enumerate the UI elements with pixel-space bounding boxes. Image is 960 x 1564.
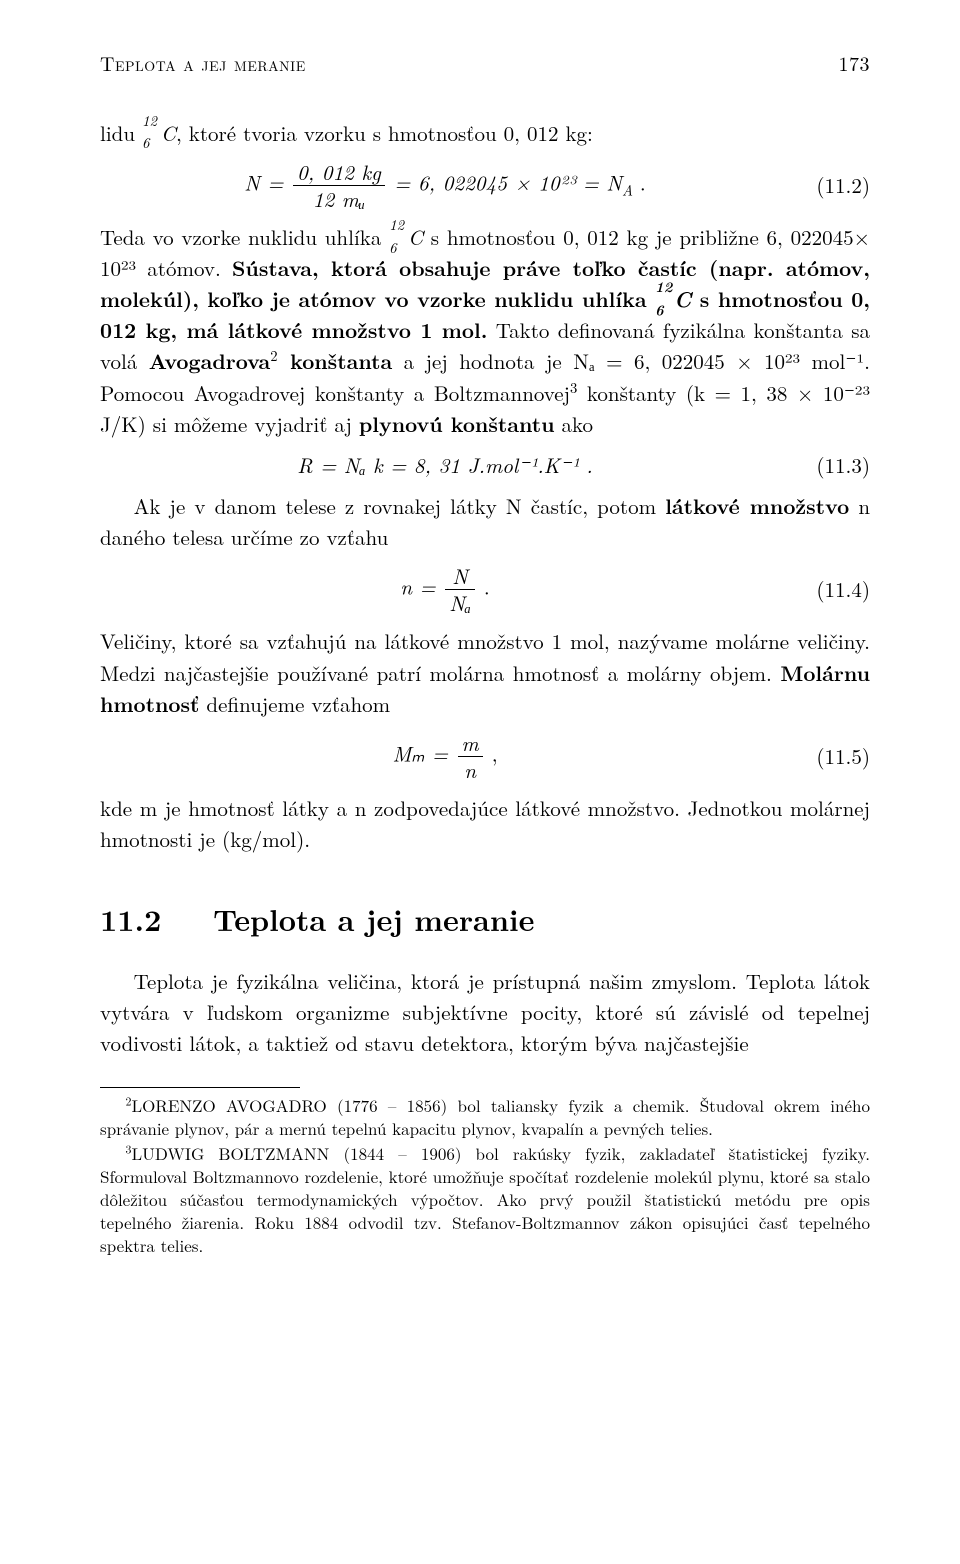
text: ako (555, 409, 594, 439)
bold-text: plynovú konštantu (359, 409, 555, 439)
section-heading-11-2: 11.2 Teplota a jej meranie (100, 897, 870, 941)
equation-body: N = 0, 012 kg 12 mᵤ = 6, 022045 × 10²³ =… (100, 159, 790, 213)
footnote-2: 2LORENZO AVOGADRO (1776 – 1856) bol tali… (100, 1094, 870, 1140)
eq-tail: . (477, 571, 490, 601)
nuclide-symbol: C (161, 118, 176, 148)
paragraph-main: Teda vo vzorke nuklidu uhlíka 126C s hmo… (100, 222, 870, 440)
nuclide-atomic: 6 (655, 299, 664, 321)
eq-tail: . (633, 167, 646, 197)
nuclide-mass: 12 (655, 276, 672, 298)
text: lidu (100, 118, 142, 148)
fraction: m n (458, 730, 483, 784)
nuclide-mass: 12 (389, 214, 404, 236)
paragraph-intro: lidu 126C, ktoré tvoria vzorku s hmotnos… (100, 118, 870, 149)
equation-number: (11.5) (790, 741, 870, 772)
eq-lhs: N = (244, 167, 283, 197)
equation-11-2: N = 0, 012 kg 12 mᵤ = 6, 022045 × 10²³ =… (100, 159, 870, 213)
footnote-text: LUDWIG BOLTZMANN (1844 – 1906) bol rakús… (100, 1141, 870, 1257)
page-number: 173 (839, 48, 871, 78)
nuclide-symbol: C (408, 222, 423, 252)
text: Teda vo vzorke nuklidu uhlíka (100, 222, 389, 252)
eq-lhs: Mₘ = (392, 738, 448, 768)
section-number: 11.2 (100, 897, 161, 940)
bold-text: látkové množstvo (665, 491, 849, 521)
section-title: Teplota a jej meranie (213, 897, 534, 940)
eq-body: R = Nₐ k = 8, 31 J.mol⁻¹.K⁻¹ . (297, 450, 592, 480)
eq-sub: A (622, 179, 633, 200)
running-title: Teplota a jej meranie (100, 48, 306, 78)
fraction-bottom: 12 mᵤ (293, 186, 385, 212)
text: , ktoré tvoria vzorku s hmotnosťou 0, 01… (176, 118, 593, 148)
equation-number: (11.2) (790, 170, 870, 201)
equation-body: R = Nₐ k = 8, 31 J.mol⁻¹.K⁻¹ . (100, 450, 790, 481)
text: Ak je v danom telese z rovnakej látky N … (134, 491, 666, 521)
eq-lhs: n = (400, 571, 435, 601)
fraction-top: N (445, 563, 475, 590)
paragraph-jednotka: kde m je hmotnosť látky a n zodpovedajúc… (100, 793, 870, 855)
fraction: 0, 012 kg 12 mᵤ (293, 159, 385, 213)
nuclide-c12: 126C (389, 222, 423, 253)
equation-body: Mₘ = m n , (100, 730, 790, 784)
nuclide-mass: 12 (142, 110, 157, 132)
footnote-3: 3LUDWIG BOLTZMANN (1844 – 1906) bol rakú… (100, 1142, 870, 1257)
nuclide-symbol: C (674, 284, 691, 314)
nuclide-atomic: 6 (389, 237, 397, 259)
equation-11-4: n = N Nₐ . (11.4) (100, 563, 870, 617)
equation-11-3: R = Nₐ k = 8, 31 J.mol⁻¹.K⁻¹ . (11.3) (100, 450, 870, 481)
fraction-top: 0, 012 kg (293, 159, 385, 186)
text: definujeme vzťahom (199, 689, 390, 719)
nuclide-c12: 126C (655, 284, 691, 315)
fraction-bottom: Nₐ (445, 590, 475, 616)
footnote-ref-2: 2 (270, 345, 277, 366)
footnote-text: LORENZO AVOGADRO (1776 – 1856) bol talia… (100, 1093, 870, 1140)
fraction-top: m (458, 730, 483, 757)
nuclide-atomic: 6 (142, 132, 150, 154)
equation-body: n = N Nₐ . (100, 563, 790, 617)
bold-text: Avogadrova (149, 346, 270, 376)
paragraph-latkove-mnozstvo: Ak je v danom telese z rovnakej látky N … (100, 491, 870, 553)
nuclide-c12: 126C (142, 118, 176, 149)
eq-tail: , (485, 738, 498, 768)
running-header: Teplota a jej meranie 173 (100, 48, 870, 78)
fraction-bottom: n (458, 757, 483, 783)
equation-11-5: Mₘ = m n , (11.5) (100, 730, 870, 784)
bold-text: konštanta (278, 346, 393, 376)
footnote-rule (100, 1087, 300, 1088)
paragraph-molarna-hmotnost: Veličiny, ktoré sa vzťahujú na látkové m… (100, 626, 870, 719)
fraction: N Nₐ (445, 563, 475, 617)
equation-number: (11.3) (790, 450, 870, 481)
paragraph-section-intro: Teplota je fyzikálna veličina, ktorá je … (100, 966, 870, 1059)
eq-rhs: = 6, 022045 × 10²³ = N (394, 167, 622, 197)
equation-number: (11.4) (790, 574, 870, 605)
text: Veličiny, ktoré sa vzťahujú na látkové m… (100, 626, 870, 687)
